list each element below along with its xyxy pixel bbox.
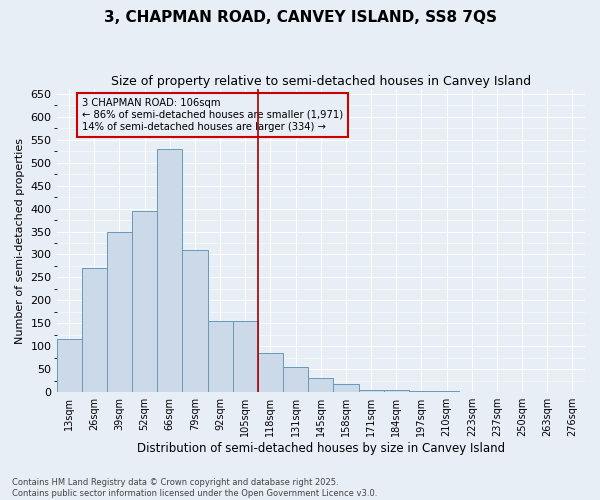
Bar (182, 250, 208, 392)
Bar (56, 340, 82, 392)
Bar (308, 378, 334, 392)
X-axis label: Distribution of semi-detached houses by size in Canvey Island: Distribution of semi-detached houses by … (137, 442, 505, 455)
Bar (334, 384, 359, 392)
Bar (283, 367, 308, 392)
Text: 3, CHAPMAN ROAD, CANVEY ISLAND, SS8 7QS: 3, CHAPMAN ROAD, CANVEY ISLAND, SS8 7QS (104, 10, 497, 25)
Bar (132, 211, 157, 392)
Bar (359, 390, 383, 392)
Y-axis label: Number of semi-detached properties: Number of semi-detached properties (15, 138, 25, 344)
Bar (208, 321, 233, 392)
Bar (383, 390, 409, 392)
Bar (233, 321, 258, 392)
Bar (258, 353, 283, 392)
Bar (409, 391, 434, 392)
Bar (157, 149, 182, 392)
Title: Size of property relative to semi-detached houses in Canvey Island: Size of property relative to semi-detach… (111, 75, 531, 88)
Bar (107, 232, 132, 392)
Bar (82, 268, 107, 392)
Text: Contains HM Land Registry data © Crown copyright and database right 2025.
Contai: Contains HM Land Registry data © Crown c… (12, 478, 377, 498)
Text: 3 CHAPMAN ROAD: 106sqm
← 86% of semi-detached houses are smaller (1,971)
14% of : 3 CHAPMAN ROAD: 106sqm ← 86% of semi-det… (82, 98, 343, 132)
